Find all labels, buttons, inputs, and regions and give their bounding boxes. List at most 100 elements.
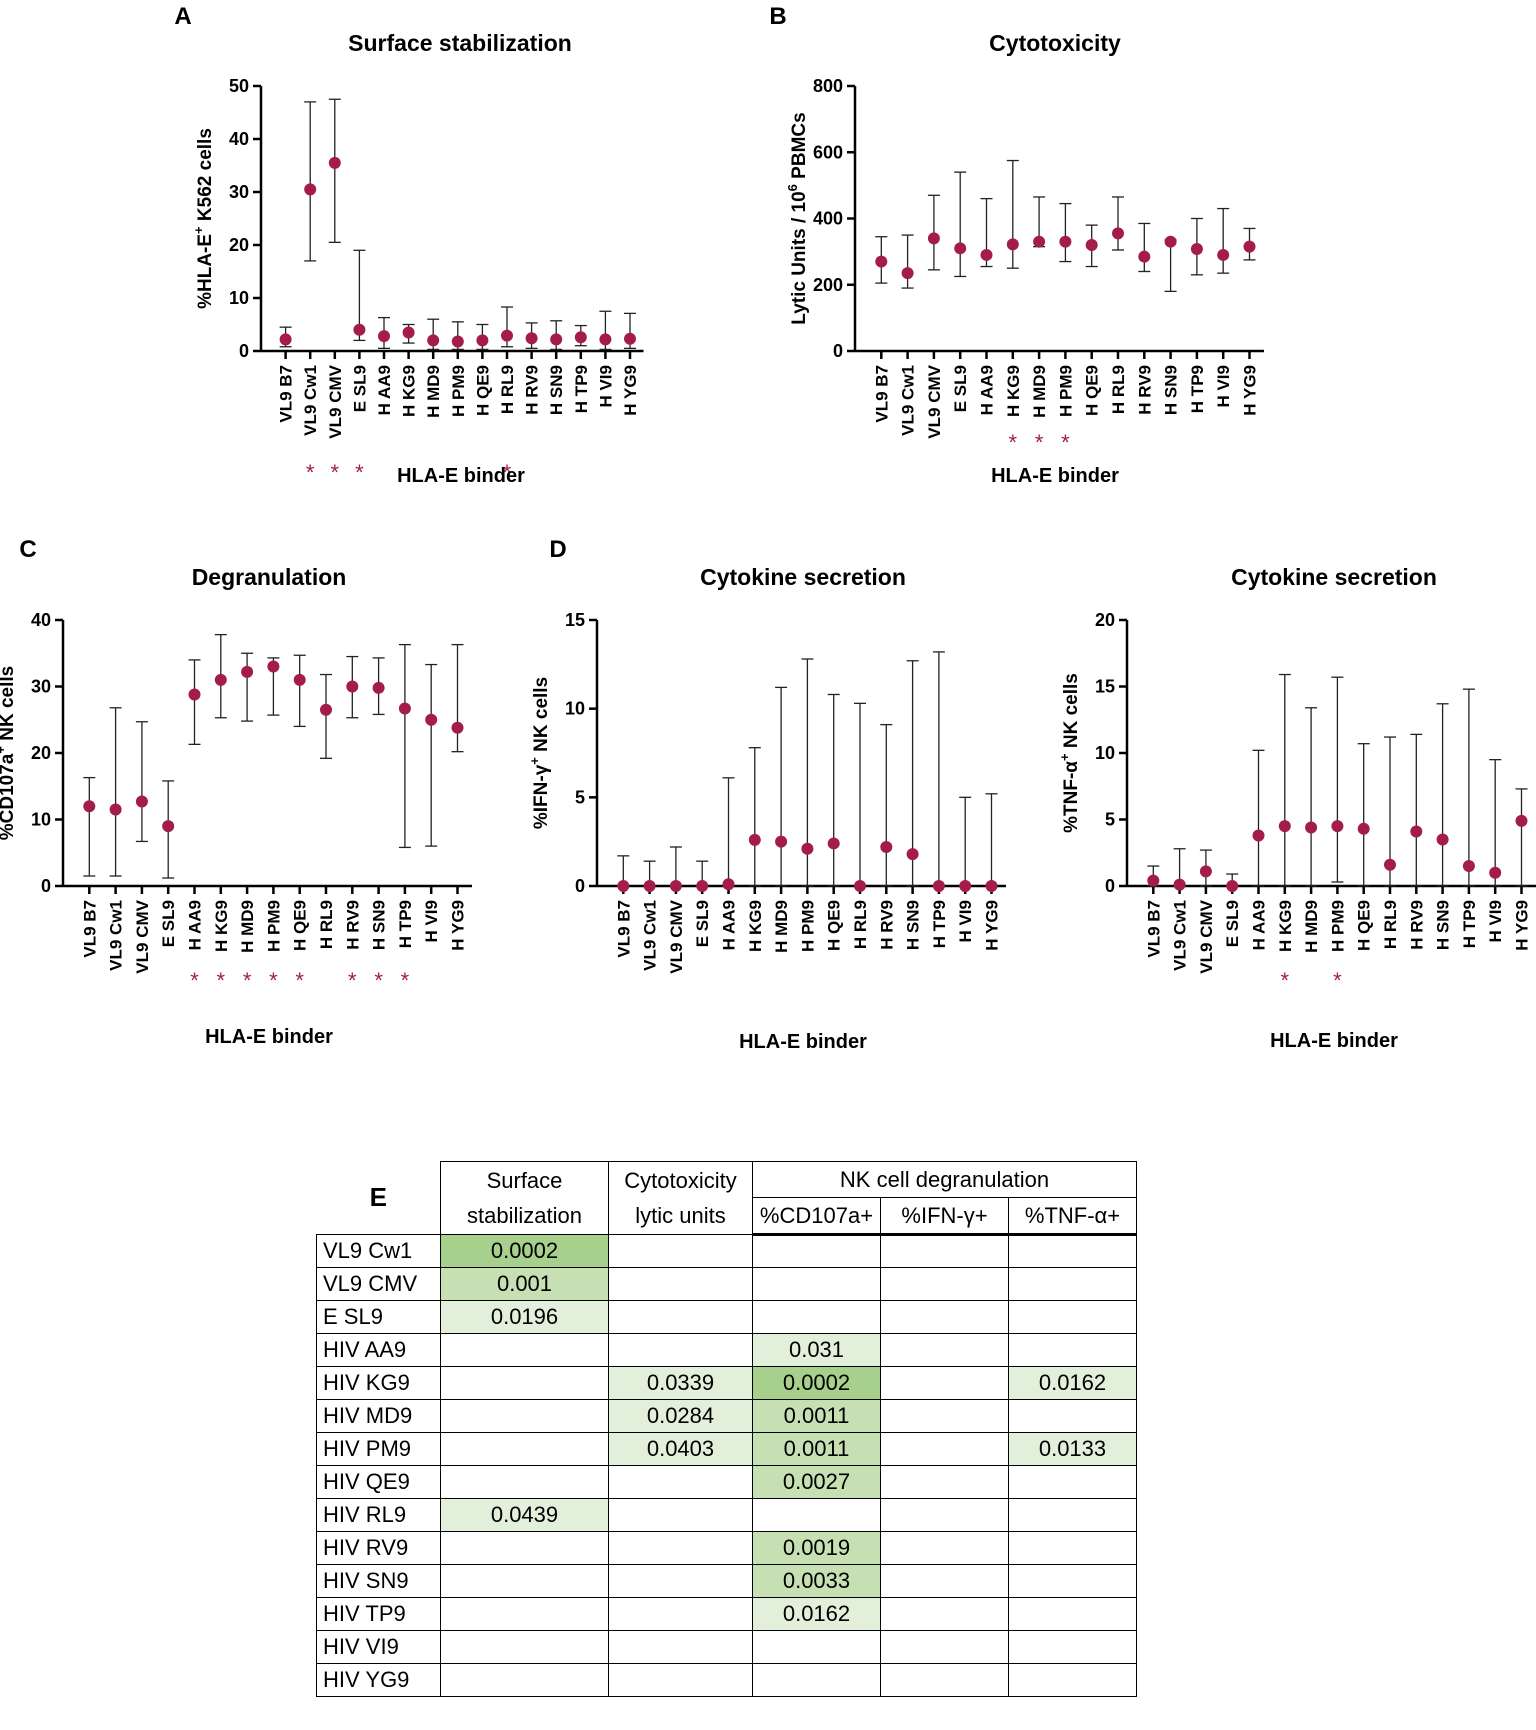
x-tick-label: E SL9 [951, 365, 970, 412]
p-value-cell [881, 1268, 1009, 1301]
x-tick-label: H RL9 [1109, 365, 1128, 414]
x-tick-label: VL9 CMV [667, 899, 686, 973]
data-point [501, 330, 513, 342]
x-tick-label: H YG9 [1513, 900, 1532, 951]
p-value-cell [881, 1631, 1009, 1664]
x-tick-label: H KG9 [746, 900, 765, 952]
p-value-cell: 0.0284 [609, 1400, 753, 1433]
table-row: HIV TP9 0.0162 [317, 1598, 1137, 1631]
p-value-cell [753, 1301, 881, 1334]
p-value-cell [441, 1565, 609, 1598]
data-point [1305, 821, 1317, 833]
data-point [723, 878, 735, 890]
x-axis-label: HLA-E binder [991, 465, 1119, 487]
x-tick-label: H PM9 [449, 365, 468, 417]
x-tick-label: E SL9 [350, 365, 369, 412]
x-tick-label: H AA9 [720, 900, 739, 950]
y-tick-label: 30 [31, 677, 51, 697]
p-value-cell [609, 1268, 753, 1301]
significance-star: * [1009, 430, 1018, 455]
x-tick-label: H PM9 [1328, 900, 1347, 952]
y-tick-label: 400 [813, 209, 843, 229]
header-surface-line1: Surface [447, 1163, 602, 1198]
chart-panel-b: BCytotoxicity0200400600800Lytic Units / … [769, 3, 1264, 487]
x-axis-label: HLA-E binder [205, 1026, 333, 1048]
x-tick-label: H SN9 [370, 900, 389, 950]
x-tick-label: H YG9 [1241, 365, 1260, 416]
data-point [1007, 238, 1019, 250]
x-tick-label: H TP9 [572, 365, 591, 413]
p-value-cell [441, 1400, 609, 1433]
p-value-cell [441, 1367, 609, 1400]
data-point [1410, 825, 1422, 837]
data-point [1463, 860, 1475, 872]
row-label: VL9 Cw1 [317, 1235, 441, 1268]
y-label-rest: NK cells [0, 666, 18, 746]
y-tick-label: 5 [575, 787, 585, 807]
table-row: VL9 CMV 0.001 [317, 1268, 1137, 1301]
x-tick-label: H TP9 [1188, 365, 1207, 413]
p-value-cell [1009, 1268, 1137, 1301]
y-tick-label: 40 [229, 129, 249, 149]
x-tick-label: H VI9 [1486, 900, 1505, 943]
data-point [854, 880, 866, 892]
y-axis-label: %HLA-E+ K562 cells [191, 128, 216, 309]
p-value-cell [881, 1532, 1009, 1565]
row-label: HIV PM9 [317, 1433, 441, 1466]
y-tick-label: 20 [229, 235, 249, 255]
data-point [907, 848, 919, 860]
data-point [320, 704, 332, 716]
data-point [189, 688, 201, 700]
data-point [403, 326, 415, 338]
significance-star: * [348, 968, 357, 993]
data-point [1086, 239, 1098, 251]
p-value-cell [441, 1532, 609, 1565]
x-tick-label: H VI9 [596, 365, 615, 408]
x-tick-label: H SN9 [547, 365, 566, 415]
significance-star: * [1061, 430, 1070, 455]
data-point [1226, 880, 1238, 892]
data-point [1191, 243, 1203, 255]
y-tick-label: 200 [813, 275, 843, 295]
y-axis-label: %IFN-γ+ NK cells [527, 677, 552, 829]
data-point [959, 880, 971, 892]
x-tick-label: H YG9 [449, 900, 468, 951]
x-tick-label: H YG9 [621, 365, 640, 416]
x-tick-label: H RV9 [877, 900, 896, 950]
data-point [933, 880, 945, 892]
y-tick-label: 15 [1095, 677, 1115, 697]
x-tick-label: H VI9 [422, 900, 441, 943]
y-label-main: %IFN-γ [531, 764, 552, 829]
header-ifn: %IFN-γ+ [881, 1198, 1009, 1235]
x-tick-label: VL9 B7 [80, 900, 99, 958]
p-value-cell [609, 1598, 753, 1631]
header-surface: Surface stabilization [441, 1162, 609, 1235]
p-value-cell [881, 1499, 1009, 1532]
x-tick-label: H AA9 [186, 900, 205, 950]
header-cytotoxicity: Cytotoxicity lytic units [609, 1162, 753, 1235]
x-axis-label: HLA-E binder [397, 465, 525, 487]
chart-title: Cytokine secretion [1231, 564, 1437, 590]
y-tick-label: 50 [229, 76, 249, 96]
data-point [1200, 865, 1212, 877]
data-point [1217, 249, 1229, 261]
data-point [162, 820, 174, 832]
p-value-cell [881, 1565, 1009, 1598]
p-value-cell: 0.0011 [753, 1400, 881, 1433]
table-row: VL9 Cw1 0.0002 [317, 1235, 1137, 1268]
x-tick-label: H RL9 [317, 900, 336, 949]
significance-star: * [217, 968, 226, 993]
y-tick-label: 0 [575, 876, 585, 896]
significance-star: * [1281, 968, 1290, 993]
panel-letter: C [19, 536, 36, 563]
data-point [1138, 251, 1150, 263]
p-value-cell: 0.0162 [753, 1598, 881, 1631]
p-value-cell: 0.0033 [753, 1565, 881, 1598]
p-value-cell: 0.0439 [441, 1499, 609, 1532]
x-tick-label: H QE9 [473, 365, 492, 416]
data-point [329, 157, 341, 169]
y-tick-label: 10 [1095, 743, 1115, 763]
y-label-rest: PBMCs [789, 112, 810, 184]
p-value-cell [1009, 1334, 1137, 1367]
